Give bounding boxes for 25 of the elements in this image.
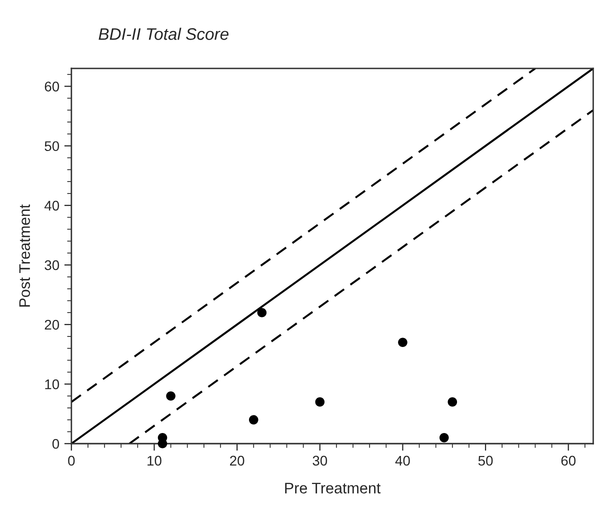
x-tick-label: 0 <box>68 456 75 466</box>
x-tick-label: 10 <box>148 456 162 466</box>
point <box>315 397 325 407</box>
point <box>158 433 168 442</box>
point <box>448 397 458 407</box>
point <box>166 391 176 401</box>
point <box>248 415 258 424</box>
point <box>398 338 408 348</box>
y-axis-title: Post Treatment <box>19 204 30 307</box>
chart-title: BDI-II Total Score <box>98 28 228 40</box>
x-tick-label: 50 <box>478 456 493 466</box>
point <box>439 433 449 442</box>
x-tick-label: 40 <box>395 456 410 466</box>
x-tick-label: 20 <box>230 456 244 466</box>
y-tick-label: 50 <box>44 141 60 152</box>
y-tick-label: 30 <box>44 260 60 270</box>
y-tick-label: 40 <box>44 200 60 211</box>
y-tick-label: 60 <box>44 82 60 92</box>
x-axis-title: Pre Treatment <box>285 482 381 494</box>
y-tick-label: 20 <box>44 320 60 330</box>
point <box>257 308 267 318</box>
y-tick-label: 10 <box>45 379 60 390</box>
y-tick-label: 0 <box>52 438 60 449</box>
x-tick-label: 30 <box>312 456 328 466</box>
x-tick-label: 60 <box>561 456 576 466</box>
